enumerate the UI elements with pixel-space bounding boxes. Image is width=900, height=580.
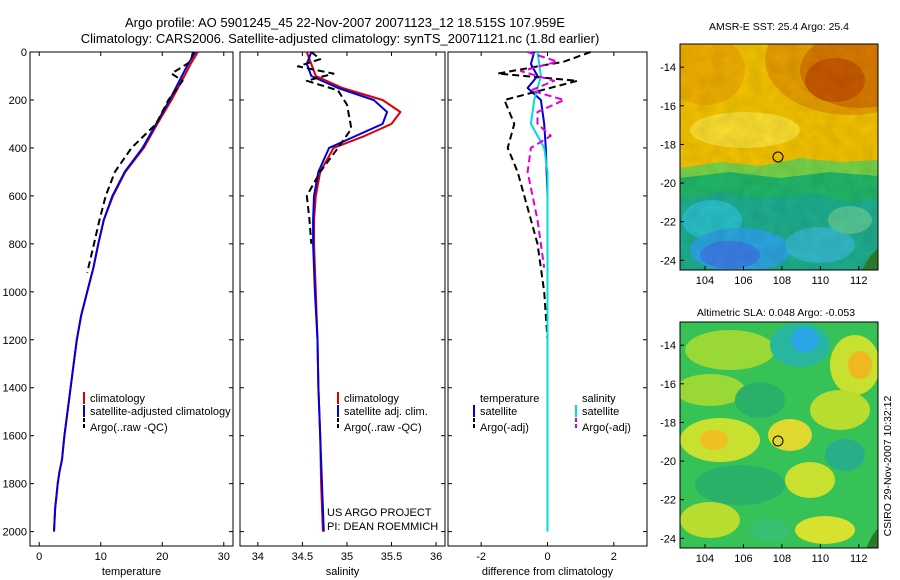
map-y-tick-label: -16	[660, 379, 676, 391]
salinity-series-argo-raw-qc-	[296, 51, 353, 244]
x-tick-label: 0	[36, 551, 42, 563]
map-y-tick-label: -18	[660, 417, 676, 429]
legend-label: satellite adj. clim.	[344, 406, 428, 418]
x-tick-label: 2	[611, 551, 617, 563]
legend-label: Argo(..raw -QC)	[90, 422, 168, 434]
sst-map: AMSR-E SST: 25.4 Argo: 25.4	[679, 21, 879, 271]
sst-argo-marker	[772, 151, 784, 163]
map-y-tick-label: -20	[660, 456, 676, 468]
temperature-series-climatology	[53, 51, 199, 532]
map-x-tick-label: 112	[850, 275, 868, 287]
y-tick-label: 1000	[3, 287, 27, 299]
y-tick-label: 200	[9, 95, 27, 107]
sst-field	[680, 44, 878, 270]
y-tick-label: 1200	[3, 335, 27, 347]
sla-map-title: Altimetric SLA: 0.048 Argo: -0.053	[697, 307, 855, 319]
sst-map-title: AMSR-E SST: 25.4 Argo: 25.4	[709, 21, 849, 33]
y-tick-label: 400	[9, 143, 27, 155]
temperature-series-satellite-adjusted-climatology	[53, 51, 197, 532]
x-tick-label: 35.5	[381, 551, 402, 563]
legend-label: satellite	[480, 406, 517, 418]
salinity-axes-frame	[239, 51, 446, 547]
map-x-tick-label: 108	[773, 275, 791, 287]
legend-label: Argo(-adj)	[582, 422, 631, 434]
map-y-tick-label: -20	[660, 178, 676, 190]
x-tick-label: 10	[95, 551, 107, 563]
figure-title-line1: Argo profile: AO 5901245_45 22-Nov-2007 …	[125, 15, 565, 30]
pi-label: PI: DEAN ROEMMICH	[327, 521, 438, 533]
legend-label: climatology	[90, 393, 146, 405]
map-x-tick-label: 104	[696, 275, 714, 287]
legend-label: Argo(..raw -QC)	[344, 422, 422, 434]
y-tick-label: 2000	[3, 527, 27, 539]
y-tick-label: 1400	[3, 383, 27, 395]
difference-series-temperature-argo-adj-	[496, 51, 591, 340]
x-tick-label: 34.5	[292, 551, 313, 563]
x-tick-label: 34	[252, 551, 264, 563]
map-x-tick-label: 106	[734, 275, 752, 287]
map-y-tick-label: -14	[660, 62, 676, 74]
map-y-tick-label: -16	[660, 101, 676, 113]
temperature-legend: climatology satellite-adjusted climatolo…	[83, 392, 231, 434]
difference-panel: -2 0 2 difference from climatology	[447, 51, 648, 578]
sla-field	[680, 322, 878, 548]
salinity-xlabel: salinity	[326, 566, 360, 578]
map-y-tick-label: -24	[660, 533, 676, 545]
project-label: US ARGO PROJECT	[327, 507, 432, 519]
salinity-series-satellite-adj-clim-	[305, 51, 389, 532]
y-tick-label: 800	[9, 239, 27, 251]
map-x-tick-label: 110	[812, 553, 830, 565]
map-y-tick-label: -24	[660, 255, 676, 267]
sla-argo-marker	[772, 435, 784, 447]
x-tick-label: 20	[156, 551, 168, 563]
map-x-tick-label: 110	[812, 275, 830, 287]
map-x-tick-label: 112	[850, 553, 868, 565]
x-tick-label: 36	[430, 551, 442, 563]
legend-label: satellite	[582, 406, 619, 418]
difference-legend: temperature salinity satellite Argo(-adj…	[473, 393, 631, 434]
map-axes: 104 106 108 110 112 -14 -16 -18 -20 -22 -24 104 106 1…	[660, 62, 867, 565]
map-y-tick-label: -14	[660, 340, 676, 352]
map-x-tick-label: 104	[696, 553, 714, 565]
legend-label: Argo(-adj)	[480, 422, 529, 434]
x-tick-label: 35	[341, 551, 353, 563]
y-tick-label: 600	[9, 191, 27, 203]
sst-map-frame	[679, 43, 879, 271]
credit-label: CSIRO 29-Nov-2007 10:32:12	[882, 396, 894, 537]
map-y-tick-label: -22	[660, 217, 676, 229]
y-tick-label: 1600	[3, 431, 27, 443]
sla-map: Altimetric SLA: 0.048 Argo: -0.053	[679, 307, 879, 549]
temperature-panel: 0 10 20 30 0 200 400 600 800 1000 1200 1400 1600 1800…	[3, 47, 234, 578]
x-tick-label: -2	[476, 551, 486, 563]
difference-series-salinity-argo-adj-	[520, 51, 566, 268]
x-tick-label: 30	[218, 551, 230, 563]
y-tick-label: 1800	[3, 479, 27, 491]
difference-xlabel: difference from climatology	[482, 566, 614, 578]
map-x-tick-label: 108	[773, 553, 791, 565]
sla-map-frame	[679, 321, 879, 549]
y-tick-label: 0	[21, 47, 27, 59]
temperature-series-argo-raw-qc-	[86, 51, 194, 273]
legend-heading-salinity: salinity	[582, 393, 616, 405]
x-tick-label: 0	[544, 551, 550, 563]
salinity-legend: climatology satellite adj. clim. Argo(..…	[337, 392, 428, 434]
legend-heading-temperature: temperature	[480, 393, 539, 405]
figure-title-line2: Climatology: CARS2006. Satellite-adjuste…	[81, 31, 600, 46]
map-x-tick-label: 106	[734, 553, 752, 565]
temperature-xlabel: temperature	[102, 566, 161, 578]
map-y-tick-label: -18	[660, 139, 676, 151]
legend-label: climatology	[344, 393, 400, 405]
map-y-tick-label: -22	[660, 495, 676, 507]
temperature-axes-frame	[29, 51, 234, 547]
salinity-panel: 34 34.5 35 35.5 36 salinity	[239, 51, 446, 578]
legend-label: satellite-adjusted climatology	[90, 406, 231, 418]
